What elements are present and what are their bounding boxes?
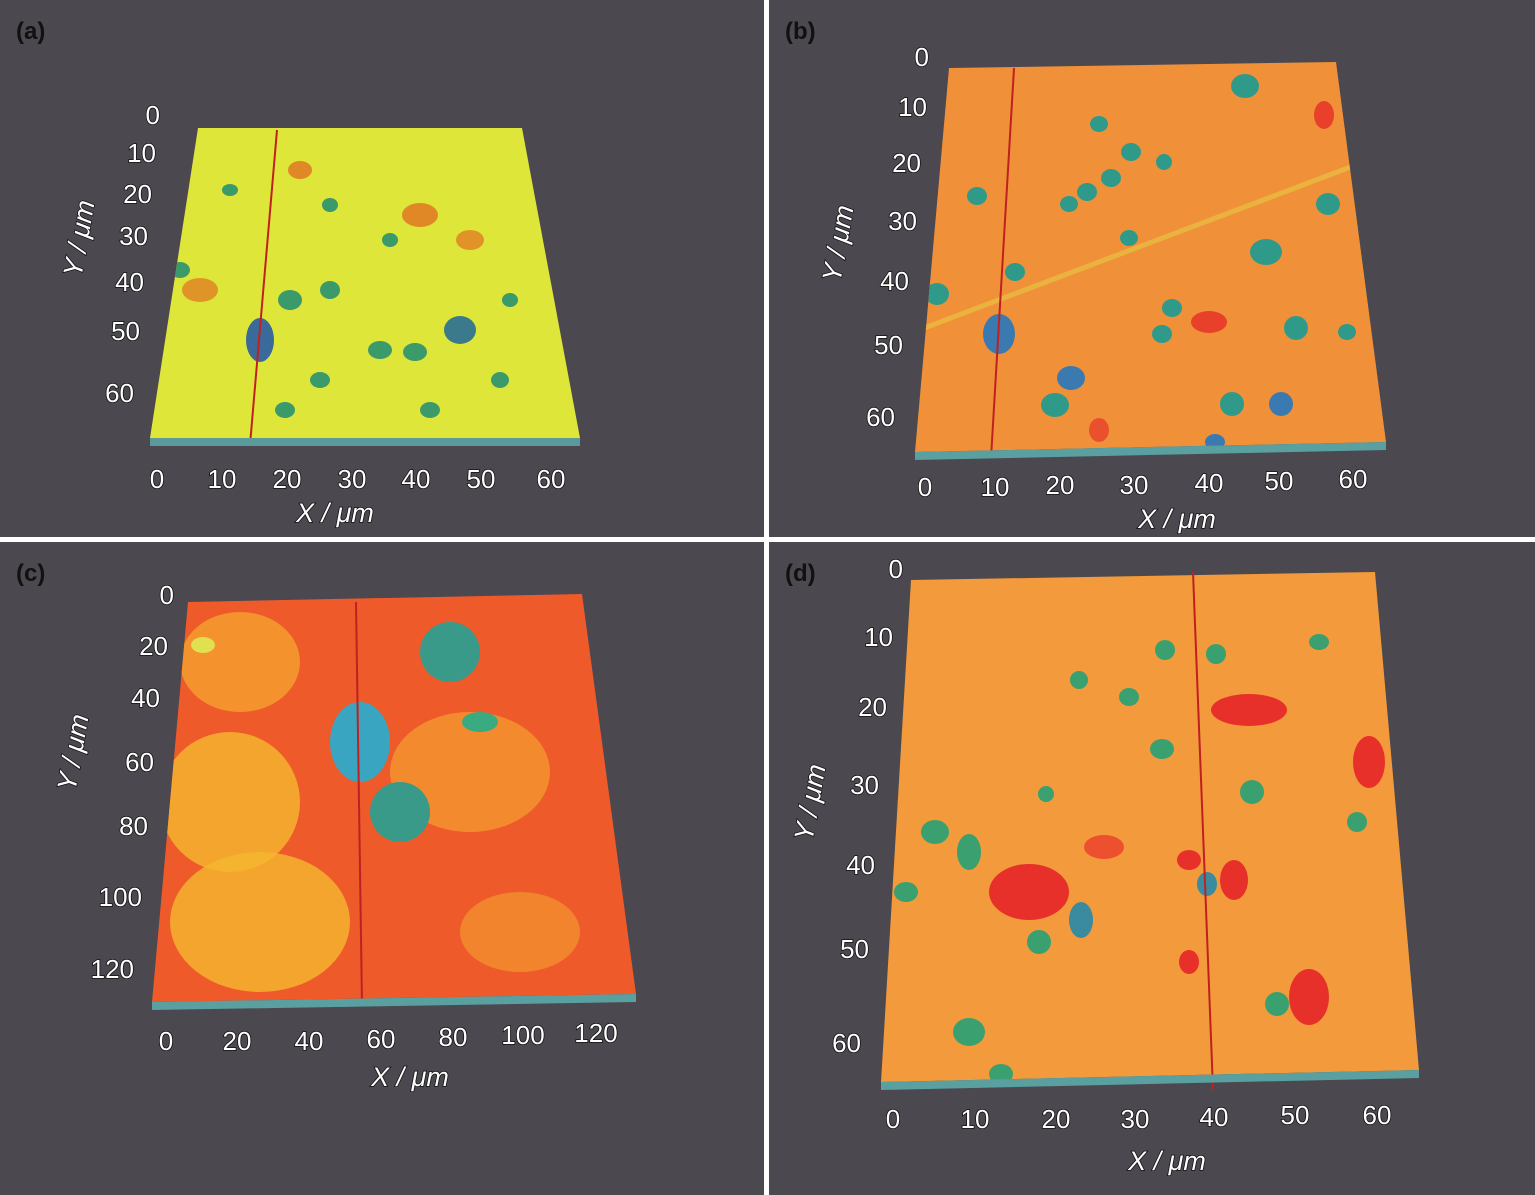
panel-b: 0 10 20 30 40 50 60 0 10 20 30 40 50 60 … <box>769 0 1535 537</box>
y-tick-a-10: 10 <box>127 138 156 168</box>
x-tick-a-0: 0 <box>150 464 164 494</box>
x-tick-d-30: 30 <box>1121 1104 1150 1134</box>
y-axis-label-b: Y / μm <box>817 203 860 284</box>
x-tick-c-120: 120 <box>574 1018 617 1048</box>
y-tick-a-0: 0 <box>146 100 160 130</box>
x-axis-label-a: X / μm <box>295 498 374 528</box>
x-tick-b-50: 50 <box>1265 466 1294 496</box>
y-tick-a-20: 20 <box>123 179 152 209</box>
x-tick-a-30: 30 <box>338 464 367 494</box>
panel-c: 0 20 40 60 80 100 120 0 20 40 60 80 100 … <box>0 542 764 1195</box>
y-tick-b-0: 0 <box>915 42 929 72</box>
x-tick-d-50: 50 <box>1281 1100 1310 1130</box>
surface-plot-b: 0 10 20 30 40 50 60 0 10 20 30 40 50 60 … <box>816 41 1386 535</box>
y-tick-c-0: 0 <box>160 580 174 610</box>
y-tick-c-100: 100 <box>99 882 142 912</box>
y-tick-a-50: 50 <box>111 316 140 346</box>
x-tick-a-20: 20 <box>273 464 302 494</box>
y-tick-d-40: 40 <box>846 850 875 880</box>
y-tick-c-40: 40 <box>131 683 160 713</box>
x-tick-a-50: 50 <box>467 464 496 494</box>
y-tick-b-60: 60 <box>866 402 895 432</box>
panel-label-a: (a) <box>16 18 46 45</box>
y-tick-b-10: 10 <box>898 92 927 122</box>
y-tick-d-10: 10 <box>864 622 893 652</box>
x-tick-a-10: 10 <box>208 464 237 494</box>
y-tick-d-60: 60 <box>832 1028 861 1058</box>
x-tick-a-60: 60 <box>537 464 566 494</box>
y-tick-b-50: 50 <box>874 330 903 360</box>
y-tick-b-20: 20 <box>892 148 921 178</box>
y-tick-a-40: 40 <box>115 267 144 297</box>
panel-label-b: (b) <box>785 18 816 45</box>
x-tick-d-40: 40 <box>1200 1102 1229 1132</box>
y-tick-b-30: 30 <box>888 206 917 236</box>
y-tick-a-60: 60 <box>105 378 134 408</box>
y-tick-d-50: 50 <box>840 934 869 964</box>
x-tick-d-20: 20 <box>1042 1104 1071 1134</box>
y-axis-label-a: Y / μm <box>58 198 101 279</box>
x-tick-c-20: 20 <box>223 1026 252 1056</box>
y-tick-d-20: 20 <box>858 692 887 722</box>
y-tick-c-120: 120 <box>91 954 134 984</box>
y-tick-b-40: 40 <box>880 266 909 296</box>
surface-map-d <box>881 572 1419 1082</box>
x-tick-c-100: 100 <box>501 1020 544 1050</box>
x-tick-a-40: 40 <box>402 464 431 494</box>
y-tick-c-60: 60 <box>125 747 154 777</box>
x-tick-b-10: 10 <box>981 472 1010 502</box>
x-tick-d-60: 60 <box>1363 1100 1392 1130</box>
x-tick-c-0: 0 <box>159 1026 173 1056</box>
surface-plot-a: 0 10 20 30 40 50 60 0 10 20 30 40 50 60 … <box>57 99 580 529</box>
panel-label-d: (d) <box>785 560 816 587</box>
x-tick-b-30: 30 <box>1120 470 1149 500</box>
x-tick-c-80: 80 <box>439 1022 468 1052</box>
y-tick-c-80: 80 <box>119 811 148 841</box>
y-tick-a-30: 30 <box>119 221 148 251</box>
x-tick-b-20: 20 <box>1046 470 1075 500</box>
x-axis-label-b: X / μm <box>1137 504 1216 534</box>
x-tick-b-40: 40 <box>1195 468 1224 498</box>
y-tick-d-0: 0 <box>889 554 903 584</box>
x-tick-c-40: 40 <box>295 1026 324 1056</box>
x-axis-label-c: X / μm <box>370 1062 449 1092</box>
x-axis-label-d: X / μm <box>1127 1146 1206 1176</box>
surface-plot-c: 0 20 40 60 80 100 120 0 20 40 60 80 100 … <box>51 579 636 1093</box>
y-tick-d-30: 30 <box>850 770 879 800</box>
x-tick-b-60: 60 <box>1339 464 1368 494</box>
x-tick-b-0: 0 <box>918 472 932 502</box>
y-axis-label-d: Y / μm <box>789 762 832 843</box>
x-tick-c-60: 60 <box>367 1024 396 1054</box>
panel-label-c: (c) <box>16 560 46 587</box>
surface-plot-d: 0 10 20 30 40 50 60 0 10 20 30 40 50 60 … <box>788 553 1419 1177</box>
panel-a: 0 10 20 30 40 50 60 0 10 20 30 40 50 60 … <box>0 0 764 537</box>
surface-map-b <box>915 62 1386 452</box>
x-tick-d-10: 10 <box>961 1104 990 1134</box>
x-tick-d-0: 0 <box>886 1104 900 1134</box>
panel-d: 0 10 20 30 40 50 60 0 10 20 30 40 50 60 … <box>769 542 1535 1195</box>
y-axis-label-c: Y / μm <box>52 712 95 793</box>
y-tick-c-20: 20 <box>139 631 168 661</box>
